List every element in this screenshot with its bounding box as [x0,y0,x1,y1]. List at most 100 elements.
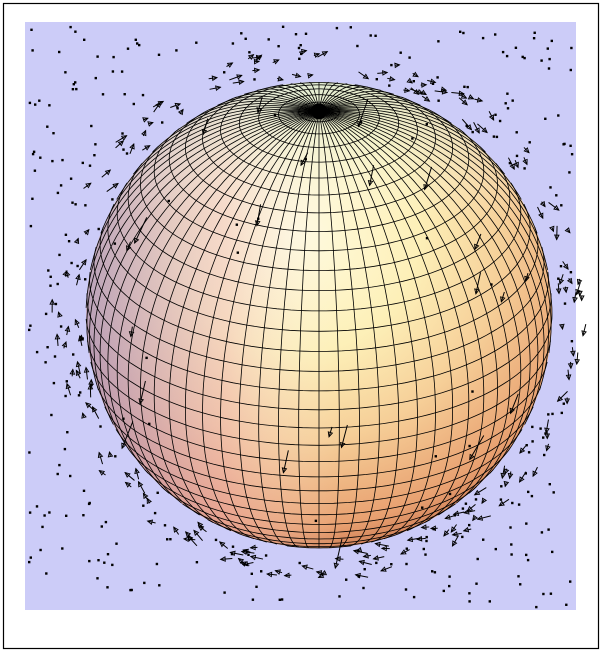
mesh-line [127,110,320,504]
field-dot [244,37,247,40]
mesh-line [318,83,348,112]
field-dot [30,28,33,31]
field-arrowhead [452,510,460,517]
field-arrow [573,292,577,303]
field-dot [498,119,502,123]
field-arrowhead [88,378,94,385]
field-dot [121,132,124,135]
field-dot [525,553,528,557]
field-arrowhead [128,331,135,338]
field-arrowhead [83,228,90,236]
field-arrow [298,50,307,53]
mesh-line [86,110,320,354]
field-dot [94,143,97,146]
field-dot [425,236,429,240]
field-arrowhead [473,489,481,496]
field-dot [67,240,71,243]
field-arrowhead [142,117,149,123]
field-arrowhead [75,273,81,281]
field-arrowhead [443,530,450,537]
field-arrow [202,118,209,135]
field-dot [278,598,281,601]
field-dot [125,152,129,155]
field-dot [158,584,161,587]
field-dot [569,271,573,274]
field-dot [437,40,440,43]
field-arrowhead [249,544,256,551]
field-dot [509,526,512,529]
mesh-line [318,82,339,112]
field-arrowhead [357,120,363,128]
field-dot [93,154,96,157]
field-arrowhead [417,89,424,95]
field-arrowhead [124,481,132,488]
field-arrow [458,97,468,106]
field-arrow [139,380,146,404]
field-dot [96,55,99,58]
field-dot [304,32,308,35]
field-dot [35,505,39,508]
field-arrowhead [64,325,71,332]
field-dot [551,412,554,416]
field-arrowhead [247,53,255,60]
field-dot [264,554,268,557]
field-arrowhead [429,525,436,532]
field-arrowhead [467,94,475,100]
field-arrow [461,118,472,131]
field-dot [115,542,118,545]
mesh-line [107,203,531,332]
field-arrow [409,88,423,94]
field-dot [531,425,534,429]
field-dot [521,55,524,59]
mesh-line [153,110,320,523]
field-arrowhead [313,52,321,58]
field-arrowhead [142,492,149,500]
field-dot [75,87,78,91]
field-arrowhead [321,51,329,57]
field-dot [494,33,497,36]
field-dot [508,161,512,165]
field-arrowhead [147,121,154,127]
field-arrowhead [265,571,273,578]
field-dot [72,83,75,86]
field-arrowhead [62,269,68,277]
field-arrowhead [524,275,530,283]
field-dot [434,455,438,458]
mesh-line [132,107,320,175]
field-arrowhead [400,549,407,555]
field-arrow [125,482,132,488]
field-arrowhead [69,368,76,375]
field-arrow [464,510,476,514]
field-dot [31,49,34,52]
mesh-line [258,111,320,547]
mesh-line [278,111,320,548]
field-dot [157,53,161,56]
field-arrowhead [553,234,560,241]
field-dot [540,59,543,62]
field-arrow [187,535,198,547]
mesh-line [86,293,552,411]
mesh-line [204,98,320,113]
field-dot [523,56,526,60]
field-arrowhead [539,200,546,208]
field-dot [510,553,513,556]
field-dot [557,114,560,117]
field-arrow [99,470,106,476]
field-arrowhead [474,288,480,295]
field-dot [494,113,497,116]
mesh-line [318,81,329,112]
mesh-line [217,95,320,112]
field-arrowhead [134,467,140,475]
field-dot [32,150,36,153]
field-arrowhead [236,74,243,80]
field-arrow [445,515,456,519]
field-arrowhead [466,124,473,131]
mesh-line [318,95,421,112]
field-dot [563,302,567,305]
field-arrowhead [138,398,145,405]
field-dot [236,251,240,254]
mesh-line [168,110,320,532]
field-arrow [380,566,393,572]
field-dot [48,104,51,107]
field-dot [492,135,496,138]
